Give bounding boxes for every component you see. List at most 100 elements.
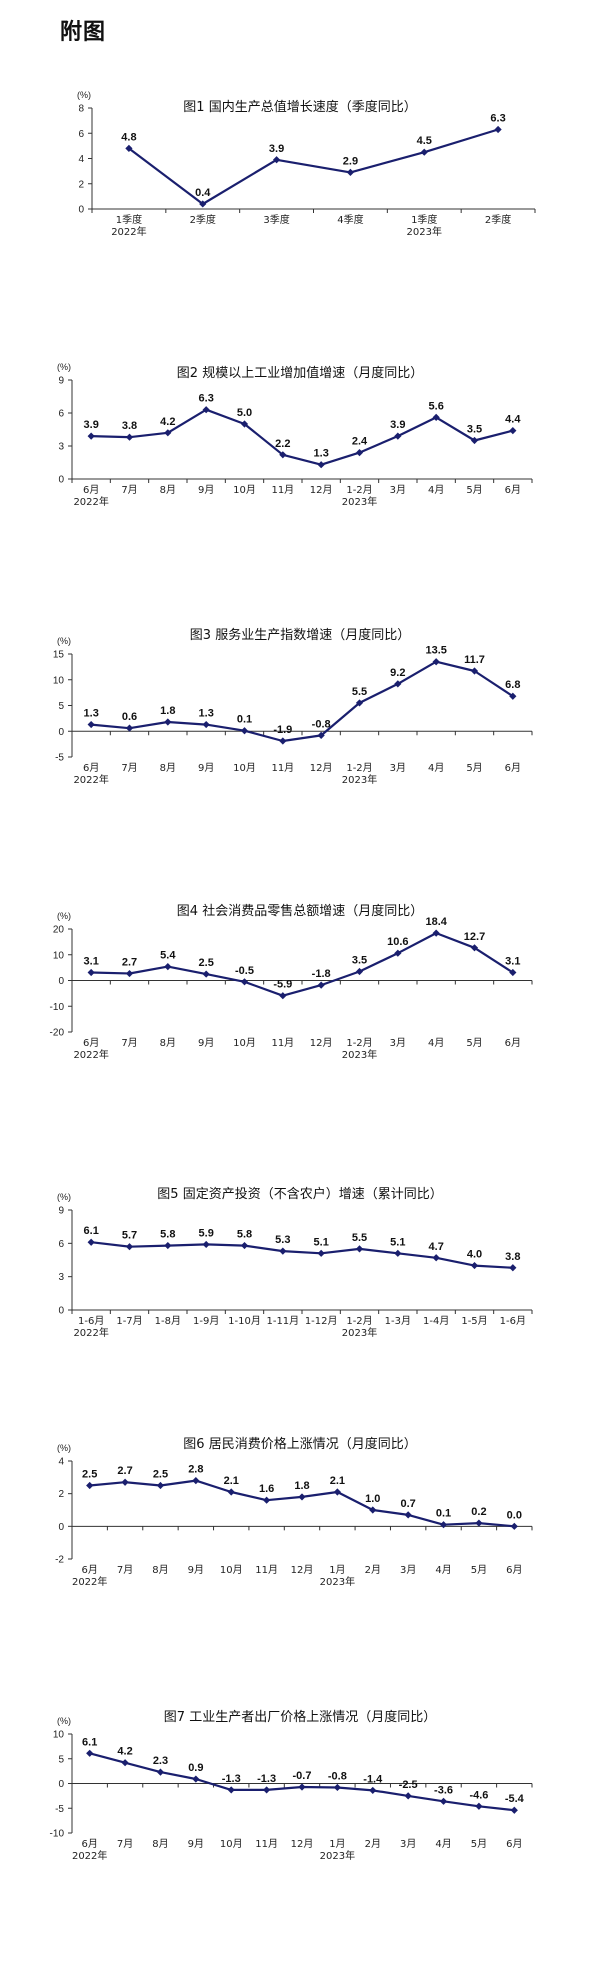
- data-point-marker: [346, 168, 355, 176]
- x-category-label: 1-12月: [305, 1315, 338, 1327]
- data-label: 9.2: [390, 667, 405, 679]
- data-point-marker: [202, 1240, 210, 1249]
- x-category-label: 1季度: [116, 213, 142, 226]
- x-year-label: 2023年: [342, 495, 377, 508]
- series-line: [91, 660, 514, 743]
- x-category-label: 4月: [428, 762, 444, 774]
- data-point-marker: [298, 1493, 306, 1501]
- data-label: -1.4: [363, 1773, 383, 1785]
- x-category-label: 1-2月: [346, 484, 372, 496]
- x-year-label: 2023年: [342, 1048, 377, 1061]
- x-category-label: 12月: [291, 1838, 314, 1850]
- x-category-label: 6月: [82, 1838, 98, 1850]
- data-label: 2.5: [153, 1469, 168, 1481]
- data-label: 1.3: [314, 448, 329, 460]
- data-label: -1.3: [222, 1773, 241, 1785]
- data-label: 2.7: [122, 957, 137, 969]
- data-point-marker: [121, 1478, 129, 1486]
- y-tick-label: 10: [53, 675, 65, 686]
- data-point-marker: [125, 433, 134, 441]
- data-label: 1.8: [294, 1480, 309, 1492]
- x-category-label: 1-6月: [500, 1315, 526, 1327]
- y-tick-label: 4: [78, 154, 84, 165]
- y-tick-label: -10: [50, 1002, 65, 1013]
- data-point-marker: [202, 970, 210, 978]
- data-point-marker: [509, 427, 517, 435]
- x-category-label: 6月: [506, 1564, 522, 1576]
- data-point-marker: [317, 731, 325, 739]
- x-category-label: 1-3月: [385, 1315, 411, 1327]
- data-point-marker: [510, 1806, 518, 1814]
- x-category-label: 6月: [505, 484, 521, 496]
- x-category-label: 11月: [271, 762, 294, 774]
- x-category-label: 10月: [233, 1037, 256, 1049]
- x-category-label: 12月: [310, 762, 333, 774]
- data-label: 2.5: [199, 957, 214, 969]
- data-point-marker: [355, 967, 364, 976]
- x-category-label: 4季度: [337, 213, 363, 226]
- x-category-label: 1-2月: [346, 762, 372, 774]
- data-point-marker: [121, 1759, 129, 1767]
- data-label: 4.5: [417, 135, 432, 147]
- data-point-marker: [439, 1797, 448, 1805]
- data-point-marker: [279, 737, 287, 745]
- data-label: 0.1: [436, 1508, 451, 1520]
- data-label: 1.3: [84, 708, 99, 720]
- data-point-marker: [510, 1522, 518, 1530]
- x-category-label: 9月: [198, 762, 214, 774]
- x-category-label: 11月: [255, 1838, 278, 1850]
- x-category-label: 1-7月: [116, 1315, 142, 1327]
- data-label: 2.1: [224, 1475, 239, 1487]
- x-category-label: 1-8月: [155, 1315, 181, 1327]
- y-unit-label: (%): [57, 911, 71, 921]
- data-point-marker: [394, 432, 402, 440]
- chart-title: 图4 社会消费品零售总额增速（月度同比）: [176, 904, 424, 919]
- data-label: 5.6: [429, 400, 444, 412]
- y-tick-label: 9: [58, 1206, 64, 1217]
- data-label: 3.5: [352, 954, 367, 966]
- x-category-label: 6月: [506, 1838, 522, 1850]
- y-tick-label: 0: [58, 1306, 64, 1317]
- data-point-marker: [125, 144, 133, 152]
- data-label: 3.1: [84, 956, 99, 968]
- data-point-marker: [432, 1254, 440, 1262]
- x-category-label: 6月: [505, 1037, 521, 1049]
- y-tick-label: 6: [58, 1239, 64, 1250]
- x-category-label: 1-2月: [346, 1037, 372, 1049]
- x-category-label: 3月: [390, 484, 406, 496]
- chart-title: 图1 国内生产总值增长速度（季度同比）: [183, 100, 417, 115]
- data-point-marker: [192, 1775, 200, 1783]
- y-tick-label: 0: [58, 727, 64, 738]
- y-tick-label: 8: [78, 104, 84, 115]
- x-category-label: 12月: [310, 484, 333, 496]
- y-tick-label: -20: [50, 1028, 65, 1039]
- data-label: 6.1: [82, 1736, 97, 1748]
- data-label: 4.0: [467, 1249, 482, 1261]
- data-point-marker: [227, 1786, 235, 1794]
- x-category-label: 1-9月: [193, 1315, 219, 1327]
- data-label: 5.4: [160, 950, 176, 962]
- data-point-marker: [240, 1241, 249, 1250]
- x-category-label: 1-11月: [266, 1315, 299, 1327]
- x-category-label: 10月: [220, 1838, 243, 1850]
- data-label: 5.8: [160, 1229, 175, 1241]
- data-label: 1.0: [365, 1493, 380, 1505]
- x-category-label: 5月: [466, 762, 482, 774]
- data-label: -5.9: [273, 979, 292, 991]
- data-label: -1.3: [257, 1773, 276, 1785]
- y-tick-label: 10: [53, 1730, 65, 1741]
- x-category-label: 5月: [466, 1037, 482, 1049]
- data-label: 5.5: [352, 686, 367, 698]
- data-point-marker: [87, 720, 95, 729]
- x-year-label: 2022年: [73, 1048, 108, 1061]
- data-point-marker: [87, 1238, 95, 1246]
- data-point-marker: [420, 148, 428, 156]
- data-label: 5.9: [199, 1227, 214, 1239]
- x-category-label: 2季度: [190, 213, 216, 226]
- x-category-label: 3月: [400, 1838, 416, 1850]
- data-label: 2.2: [275, 438, 290, 450]
- data-label: 2.3: [153, 1755, 168, 1767]
